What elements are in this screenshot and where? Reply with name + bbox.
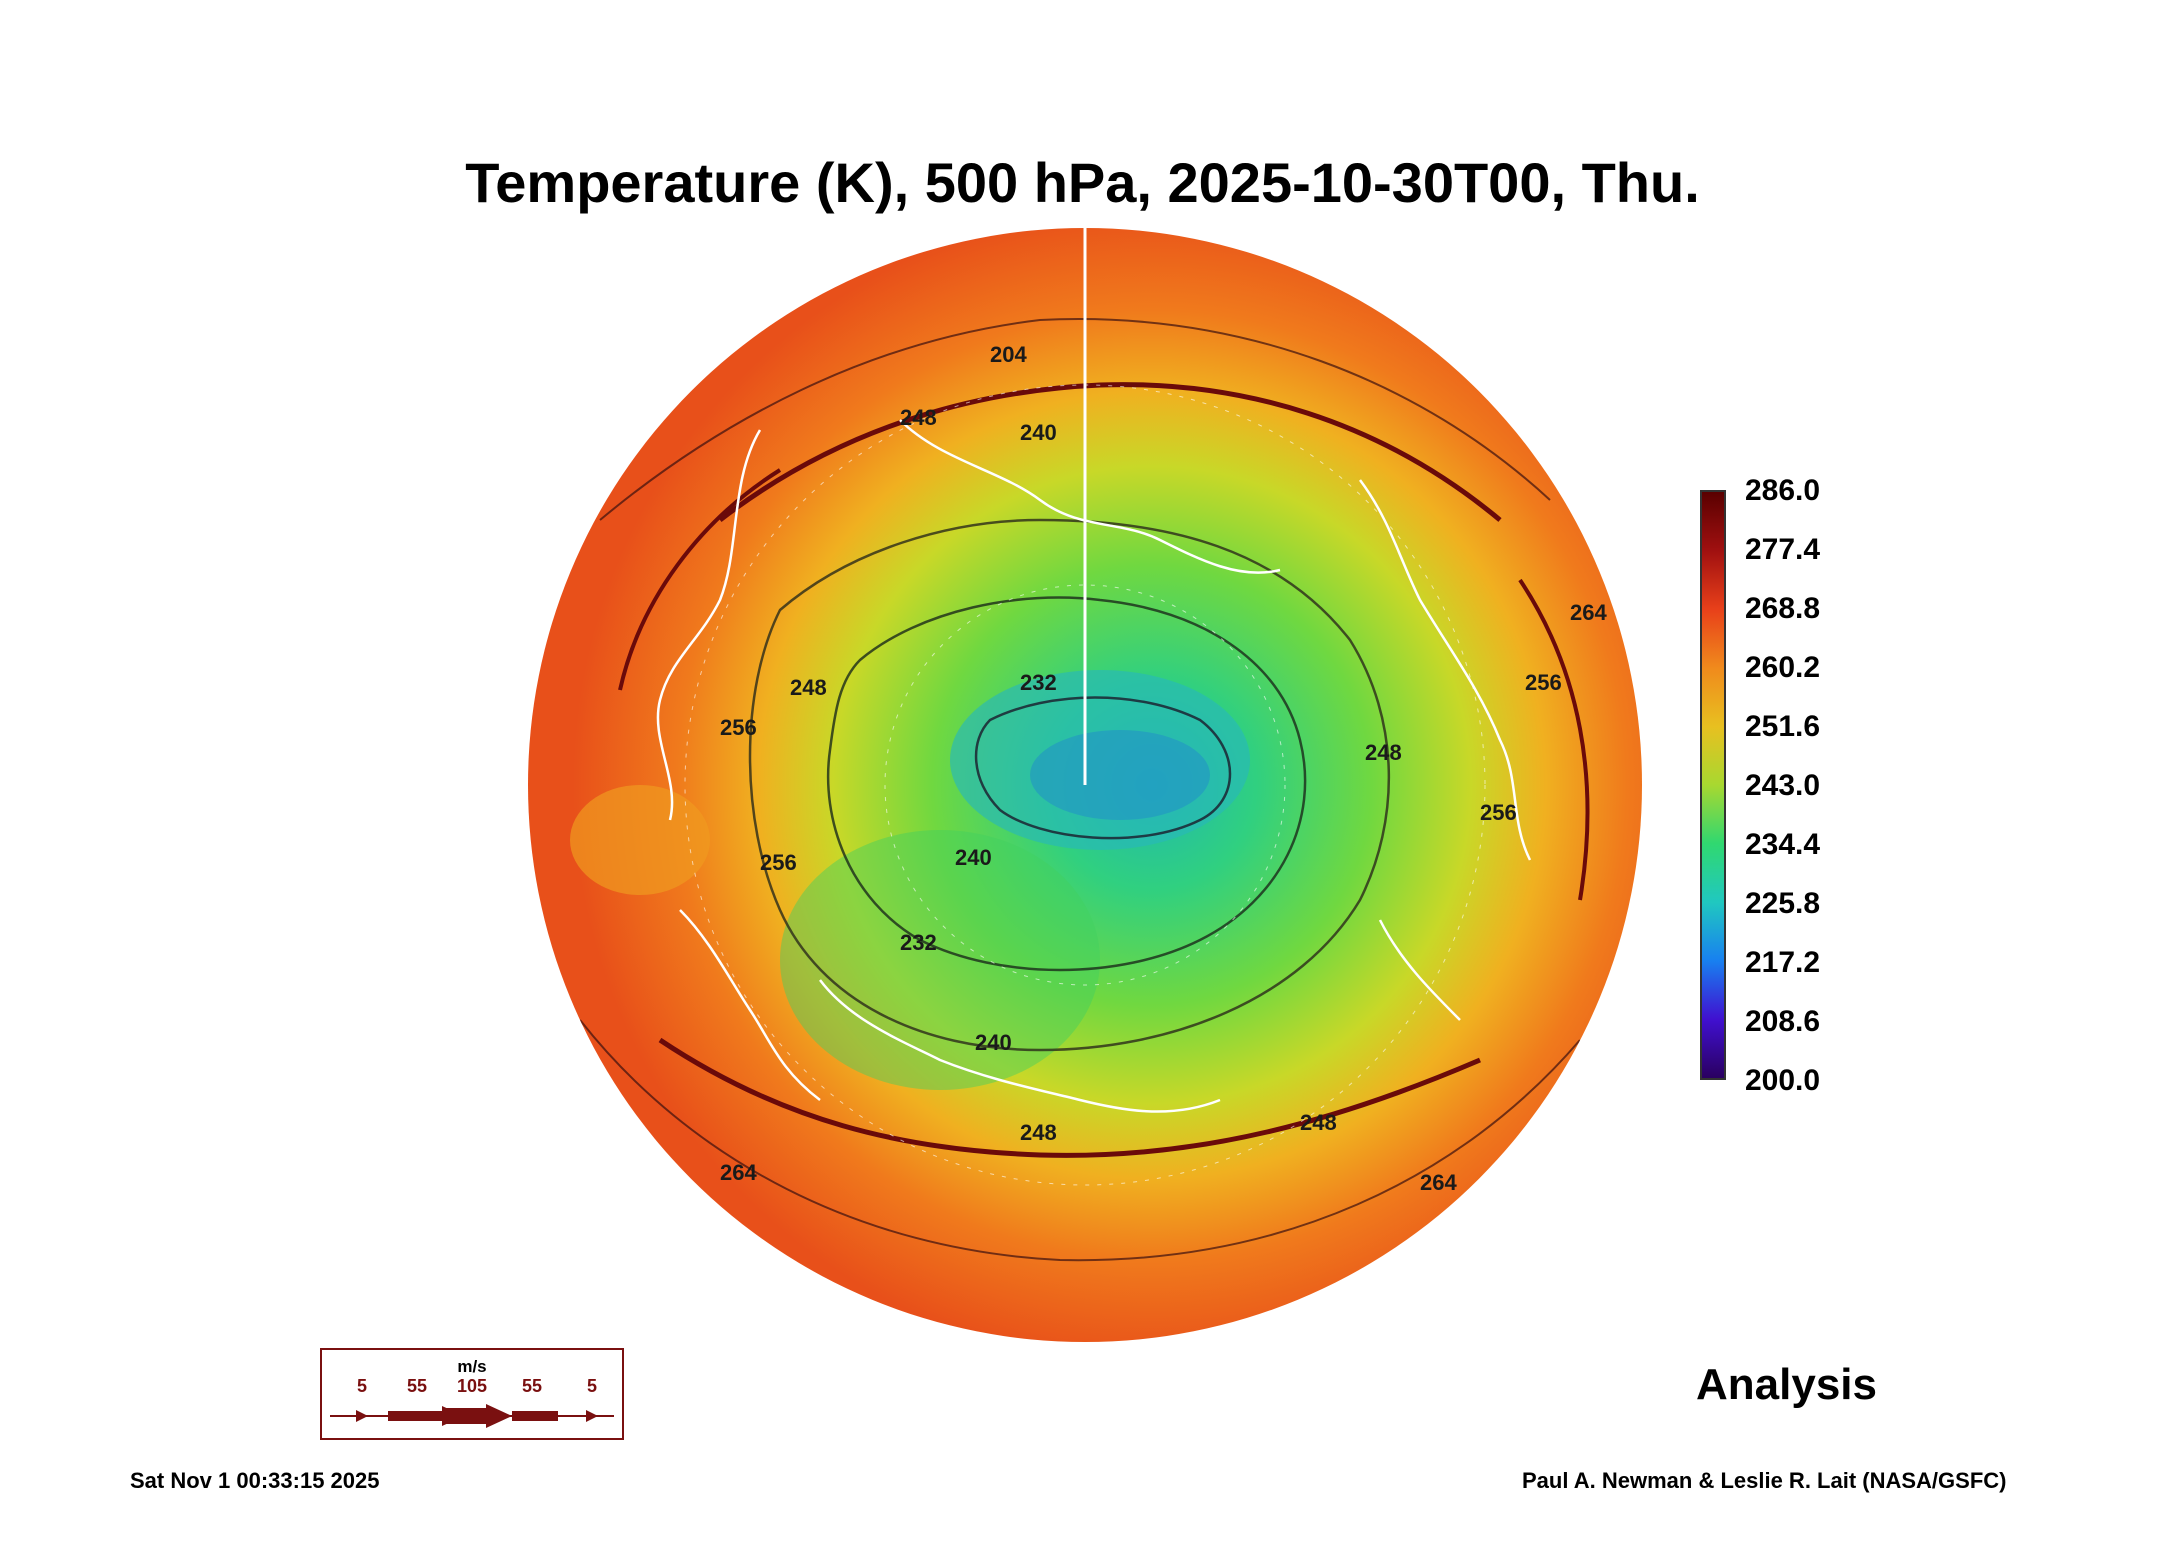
contour-label: 256	[720, 715, 757, 740]
green-lobe-south	[780, 830, 1100, 1090]
wind-legend-arrow	[486, 1404, 512, 1428]
wind-legend-arrow	[586, 1410, 598, 1422]
colorbar-label: 286.0	[1745, 474, 1821, 507]
field-overlays	[570, 228, 1590, 1262]
wind-legend-arrow	[388, 1411, 442, 1421]
contour-label: 256	[760, 850, 797, 875]
colorbar-label: 260.2	[1745, 651, 1821, 684]
wind-legend-speed: 105	[457, 1376, 487, 1396]
wind-legend-arrow	[356, 1410, 368, 1422]
colorbar-label: 208.6	[1745, 1005, 1821, 1038]
polar-map-svg: 204 248 240 232 248 256 256 248 240 240 …	[528, 228, 1642, 1342]
wind-speed-legend: m/s 5 55 105 55 5	[320, 1348, 624, 1440]
latitude-ring-60	[884, 584, 1286, 986]
colorbar-label: 277.4	[1745, 533, 1821, 566]
wind-legend-speed: 55	[407, 1376, 427, 1396]
colorbar-label: 243.0	[1745, 769, 1821, 802]
contour-label: 240	[1020, 420, 1057, 445]
generation-timestamp: Sat Nov 1 00:33:15 2025	[130, 1468, 380, 1493]
contour-label: 248	[1020, 1120, 1057, 1145]
contour-label: 204	[990, 342, 1027, 367]
contour-label: 232	[1020, 670, 1057, 695]
contour-232	[974, 696, 1232, 840]
wind-legend-speed: 5	[587, 1376, 597, 1396]
wind-legend-speed: 55	[522, 1376, 542, 1396]
colorbar-label: 251.6	[1745, 710, 1821, 743]
contour-label: 240	[975, 1030, 1012, 1055]
wind-legend-arrow	[512, 1411, 558, 1421]
contour-264-north	[599, 318, 1551, 521]
polar-map: 204 248 240 232 248 256 256 248 240 240 …	[520, 220, 1650, 1350]
chart-title: Temperature (K), 500 hPa, 2025-10-30T00,…	[465, 151, 1700, 214]
analysis-label: Analysis	[1696, 1360, 1877, 1409]
colorbar-label: 268.8	[1745, 592, 1821, 625]
coastlines	[656, 419, 1532, 1113]
colorbar	[1700, 490, 1726, 1080]
contour-label: 264	[1570, 600, 1607, 625]
colorbar-label: 217.2	[1745, 946, 1821, 979]
jet-stream-west	[618, 468, 782, 691]
colorbar-label: 200.0	[1745, 1064, 1821, 1097]
colorbar-label: 234.4	[1745, 828, 1821, 861]
credit-line: Paul A. Newman & Leslie R. Lait (NASA/GS…	[1522, 1468, 2007, 1493]
jet-stream-south	[658, 1037, 1481, 1158]
contour-label-group: 204 248 240 232 248 256 256 248 240 240 …	[720, 342, 1607, 1195]
wind-legend-speed: 5	[357, 1376, 367, 1396]
contour-label: 248	[900, 405, 937, 430]
wind-legend-arrow	[446, 1408, 486, 1424]
wind-legend-svg: m/s 5 55 105 55 5	[330, 1357, 614, 1428]
contour-264-south	[579, 1019, 1581, 1262]
warm-anomaly-west	[570, 785, 710, 895]
jet-stream-east	[1518, 578, 1590, 901]
contour-label: 248	[790, 675, 827, 700]
contour-248	[748, 518, 1391, 1052]
contour-label: 264	[1420, 1170, 1457, 1195]
contour-label: 264	[720, 1160, 757, 1185]
contour-label: 248	[1365, 740, 1402, 765]
contour-label: 240	[955, 845, 992, 870]
contour-label: 256	[1480, 800, 1517, 825]
contour-label: 248	[1300, 1110, 1337, 1135]
colorbar-label: 225.8	[1745, 887, 1821, 920]
wind-legend-unit: m/s	[457, 1357, 486, 1376]
contour-label: 232	[900, 930, 937, 955]
latitude-ring-30	[684, 384, 1486, 1186]
contour-label: 256	[1525, 670, 1562, 695]
coldest-pocket	[1030, 730, 1210, 820]
contour-240	[826, 596, 1307, 972]
